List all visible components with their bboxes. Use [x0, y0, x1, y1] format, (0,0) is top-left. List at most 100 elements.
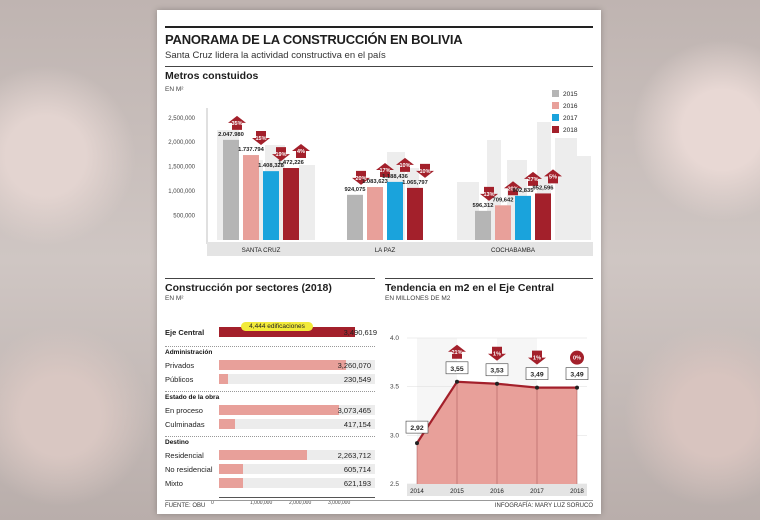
bar-santa-cruz-2018: [283, 168, 299, 240]
x-tick-label: 2014: [410, 488, 424, 495]
change-badge-label: 15%: [255, 136, 266, 142]
change-badge: 15%: [252, 131, 270, 146]
y-tick-label: 1,000,000: [168, 189, 195, 195]
skyline-building: [299, 165, 315, 240]
change-badge: 0%: [570, 350, 584, 365]
category-label: COCHABAMBA: [491, 247, 536, 254]
change-badge-arrow: [252, 131, 270, 146]
bar-la-paz-2015: [347, 194, 363, 240]
change-badge: 1%: [528, 350, 546, 365]
value-box: [525, 367, 549, 380]
change-badge-label: 10%: [399, 163, 410, 169]
change-badge: 4%: [292, 144, 310, 159]
sector-track: [219, 374, 375, 384]
page-title: PANORAMA DE LA CONSTRUCCIÓN EN BOLIVIA: [165, 32, 463, 47]
change-badge-arrow: [528, 350, 546, 365]
sector-value: 3,490,619: [343, 328, 377, 337]
change-badge-label: 0%: [573, 356, 581, 362]
value-label: 3,53: [490, 368, 503, 375]
sector-label: Residencial: [165, 451, 204, 460]
bar-cochabamba-2015: [475, 210, 491, 240]
section-rule: [165, 66, 593, 67]
value-label: 3,55: [450, 366, 463, 373]
bar-value-label: 1.737.794: [238, 147, 265, 153]
bar-value-label: 902,835: [513, 188, 535, 194]
sector-bar: [219, 464, 243, 474]
bar-value-label: 1.408,328: [258, 163, 285, 169]
y-tick-label: 4.0: [390, 335, 399, 342]
change-badge-arrow: [544, 169, 562, 184]
change-badge-label: 27%: [527, 177, 538, 183]
change-badge-label: 35%: [231, 121, 242, 127]
change-badge-label: 19%: [275, 152, 286, 158]
footer-rule: [165, 500, 593, 501]
area-chart-title: Tendencia en m2 en el Eje Central: [385, 282, 555, 294]
legend-label: 2018: [563, 127, 578, 134]
category-label: SANTA CRUZ: [242, 247, 281, 254]
legend-swatch: [552, 126, 559, 133]
x-axis-line: [219, 497, 375, 498]
y-tick-label: 2,500,000: [168, 116, 195, 122]
change-badge-label: 21%: [451, 350, 462, 356]
change-badge-arrow: [524, 171, 542, 186]
change-badge-arrow: [352, 170, 370, 185]
bar-chart: 500,000 1,000,000 1,500,000 2,000,000 2,500,…: [168, 90, 593, 256]
x-tick-label: 2015: [450, 488, 464, 495]
bar-cochabamba-2018: [535, 193, 551, 240]
infographic-card: PANORAMA DE LA CONSTRUCCIÓN EN BOLIVIA S…: [157, 10, 601, 514]
group-title: Administración: [165, 349, 213, 356]
y-tick-label: 1,500,000: [168, 165, 195, 171]
sector-bar: [219, 478, 244, 488]
change-badge-arrow: [480, 186, 498, 201]
y-tick-label: 3.0: [390, 432, 399, 439]
sector-value: 230,549: [343, 375, 371, 384]
change-badge: 27%: [524, 171, 542, 186]
x-tick-label: 1,000,000: [250, 500, 273, 506]
value-box: [405, 420, 429, 434]
legend-swatch: [552, 114, 559, 121]
sector-value: 621,193: [343, 479, 371, 488]
legend-label: 2017: [563, 115, 578, 122]
change-badge-label: 17%: [379, 168, 390, 174]
change-badge: 21%: [448, 344, 466, 359]
bar-value-label: 709,642: [493, 197, 514, 203]
sector-bar-eje-central: [219, 327, 356, 337]
value-box: [445, 361, 469, 375]
change-badge: 1%: [488, 346, 506, 361]
change-badge: 19%: [272, 147, 290, 162]
credit-note: INFOGRAFÍA: MARY LUZ SORUCO: [494, 503, 593, 509]
change-badge-label: 20%: [355, 176, 366, 182]
value-label: 2,92: [410, 425, 423, 432]
bar-value-label: 952,596: [533, 185, 555, 191]
sector-bar: [219, 360, 347, 370]
change-badge-label: 5%: [549, 174, 557, 180]
group-title: Estado de la obra: [165, 394, 220, 401]
change-badge-label: 1%: [493, 352, 501, 358]
change-badge-arrow: [448, 344, 466, 359]
sector-bar: [219, 419, 236, 429]
change-badge-arrow: [396, 157, 414, 172]
bar-value-label: 1.083,623: [362, 179, 389, 185]
bar-la-paz-2017: [387, 181, 403, 240]
sector-value: 3,073,465: [337, 406, 371, 415]
x-tick-label: 2,000,000: [289, 500, 312, 506]
data-point: [495, 381, 499, 386]
bar-santa-cruz-2017: [263, 171, 279, 240]
x-tick-label: 2017: [530, 488, 544, 495]
sector-track: [219, 464, 375, 474]
group-divider: [165, 391, 375, 392]
area-chart: 2.5 3.0 3.5 4.0 2,92 3,55 21% 3,53 1% 3,49 1% 3,49 0…: [390, 335, 589, 496]
data-point: [535, 385, 539, 390]
sector-label: Mixto: [165, 479, 183, 488]
change-badge-arrow: [488, 346, 506, 361]
group-title: Destino: [165, 439, 189, 446]
change-badge-label: 20%: [507, 186, 518, 192]
sector-bar: [219, 374, 228, 384]
data-point: [455, 379, 459, 384]
sector-track: [219, 360, 375, 370]
sector-bar: [219, 405, 339, 415]
bar-cochabamba-2017: [515, 195, 531, 240]
top-rule: [165, 26, 593, 28]
change-badge: 17%: [376, 163, 394, 178]
category-strip: [207, 242, 593, 256]
